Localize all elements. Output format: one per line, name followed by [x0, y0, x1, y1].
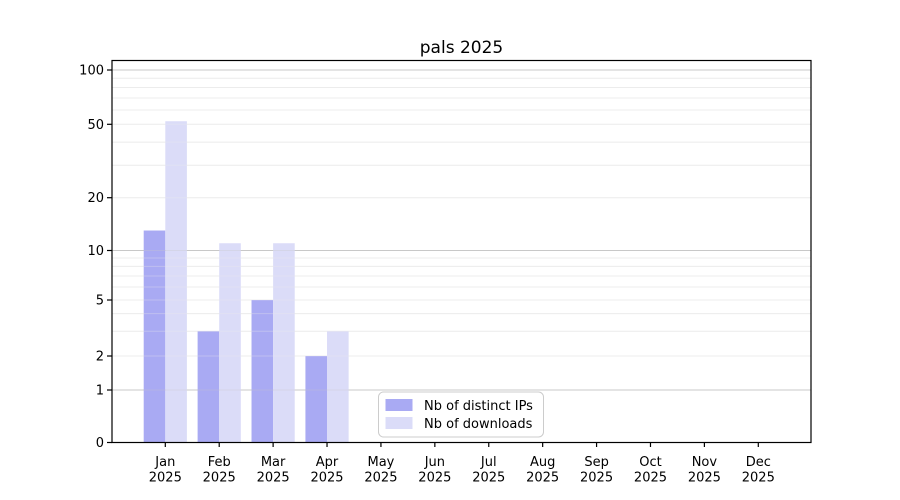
- legend-label-distinct-ips: Nb of distinct IPs: [424, 399, 533, 414]
- bars-group: [143, 121, 349, 443]
- axis-tick-labels: Jan2025Feb2025Mar2025Apr2025May2025Jun20…: [79, 64, 775, 486]
- y-tick-label: 10: [87, 244, 104, 259]
- gridlines-overlay: [112, 69, 811, 391]
- x-tick-label-year: 2025: [634, 471, 667, 486]
- x-tick-label-year: 2025: [203, 471, 236, 486]
- legend: Nb of distinct IPs Nb of downloads: [378, 391, 544, 438]
- bar-distinct-ips-jan: [143, 230, 166, 443]
- x-tick-label-year: 2025: [742, 471, 775, 486]
- x-tick-label-month: Oct: [639, 455, 661, 470]
- x-tick-label-month: Jan: [154, 455, 175, 470]
- bar-distinct-ips-apr: [305, 356, 328, 443]
- y-tick-label: 100: [79, 64, 104, 79]
- bar-downloads-apr: [327, 331, 349, 443]
- x-tick-label-month: Sep: [584, 455, 609, 470]
- x-tick-label-year: 2025: [526, 471, 559, 486]
- x-tick-label-year: 2025: [580, 471, 613, 486]
- x-tick-label-year: 2025: [472, 471, 505, 486]
- x-tick-label-month: Mar: [261, 455, 286, 470]
- axis-ticks: [107, 69, 759, 447]
- bar-downloads-jan: [165, 121, 187, 443]
- y-tick-label: 2: [96, 350, 104, 365]
- legend-label-downloads: Nb of downloads: [424, 417, 533, 432]
- y-tick-label: 20: [87, 191, 104, 206]
- x-tick-label-month: Jun: [424, 455, 445, 470]
- x-tick-label-month: May: [367, 455, 394, 470]
- y-tick-label: 5: [96, 294, 104, 309]
- x-tick-label-month: Aug: [530, 455, 555, 470]
- legend-swatch-downloads-icon: [385, 417, 413, 429]
- y-tick-label: 0: [96, 436, 104, 451]
- x-tick-label-year: 2025: [364, 471, 397, 486]
- x-tick-label-year: 2025: [310, 471, 343, 486]
- axes-spines: [111, 59, 812, 444]
- x-tick-label-month: Jul: [480, 455, 497, 470]
- x-tick-label-year: 2025: [257, 471, 290, 486]
- x-tick-label-month: Feb: [208, 455, 231, 470]
- x-tick-label-month: Dec: [746, 455, 771, 470]
- legend-swatch-distinct-ips-icon: [385, 399, 413, 411]
- legend-box: [378, 391, 544, 438]
- y-tick-label: 50: [87, 118, 104, 133]
- x-tick-label-year: 2025: [149, 471, 182, 486]
- bar-downloads-mar: [273, 243, 295, 443]
- bar-distinct-ips-mar: [251, 300, 274, 443]
- y-tick-label: 1: [96, 384, 104, 399]
- x-tick-label-month: Nov: [692, 455, 718, 470]
- x-tick-label-year: 2025: [688, 471, 721, 486]
- bar-distinct-ips-feb: [197, 331, 220, 443]
- x-tick-label-month: Apr: [316, 455, 339, 470]
- x-tick-label-year: 2025: [418, 471, 451, 486]
- chart-title: pals 2025: [420, 38, 503, 58]
- bar-downloads-feb: [219, 243, 241, 443]
